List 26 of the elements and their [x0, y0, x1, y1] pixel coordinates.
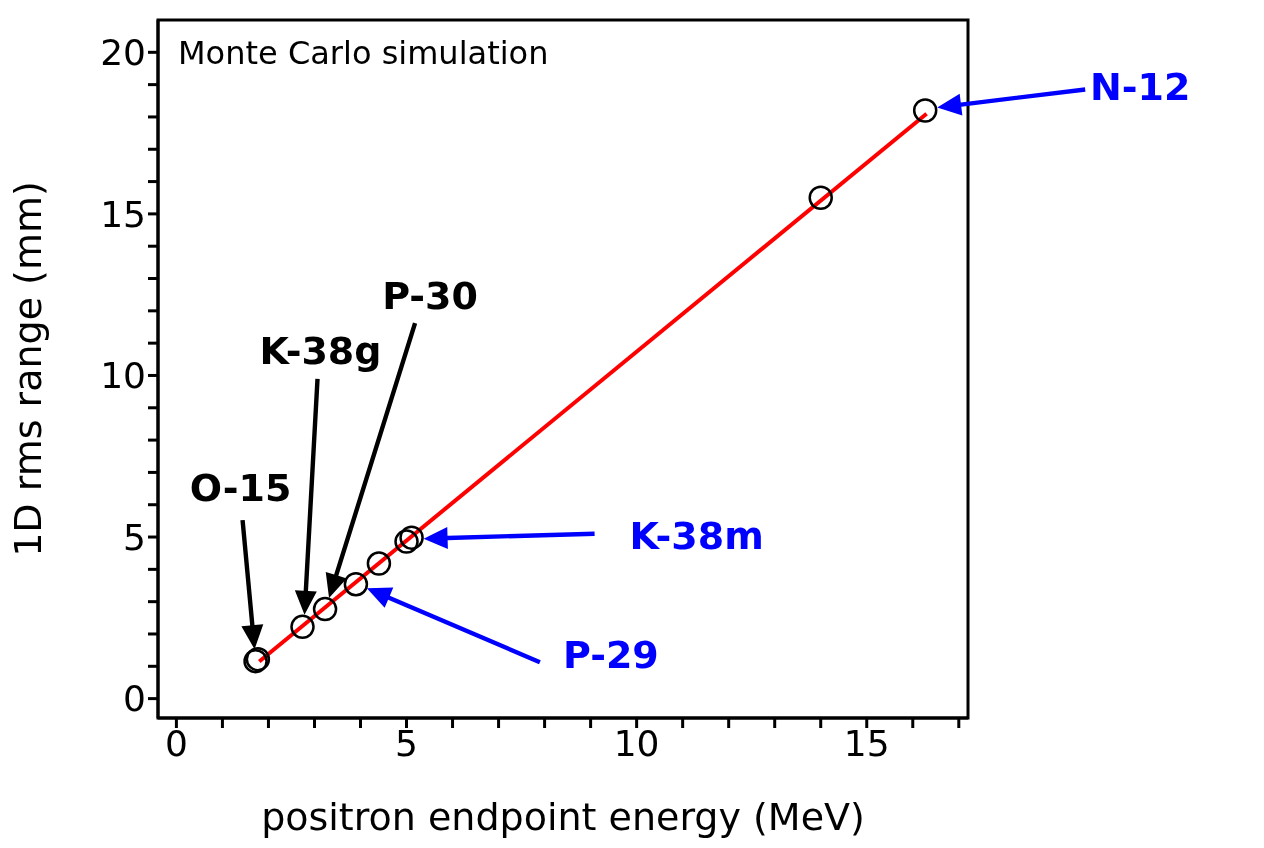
point	[399, 525, 424, 550]
point	[808, 185, 833, 210]
point	[394, 529, 419, 554]
y-tick-label: 10	[100, 355, 146, 397]
y-tick-label: 20	[100, 32, 146, 74]
point	[312, 596, 338, 622]
text: N-12	[1089, 64, 1191, 109]
annotation: Monte Carlo simulation	[178, 34, 549, 72]
point	[366, 551, 392, 576]
annotation: K-38g	[259, 329, 382, 374]
point	[912, 98, 938, 123]
y-axis-title: 1D rms range (mm)	[6, 181, 51, 557]
y-tick-label: 0	[123, 678, 146, 720]
annotation: P-29	[562, 632, 659, 677]
x-tick-label: 15	[843, 722, 890, 764]
y-tick-label: 15	[100, 193, 146, 235]
point	[343, 571, 369, 597]
x-tick-label: 0	[164, 722, 188, 764]
annotation: O-15	[189, 465, 292, 510]
annotation: K-38m	[629, 514, 764, 559]
y-tick-label: 5	[123, 516, 146, 558]
x-tick-label: 10	[613, 722, 660, 764]
x-tick-label: 5	[395, 722, 418, 764]
x-axis-title: positron endpoint energy (MeV)	[261, 795, 865, 839]
annotation: P-30	[382, 273, 478, 318]
point	[290, 614, 315, 640]
